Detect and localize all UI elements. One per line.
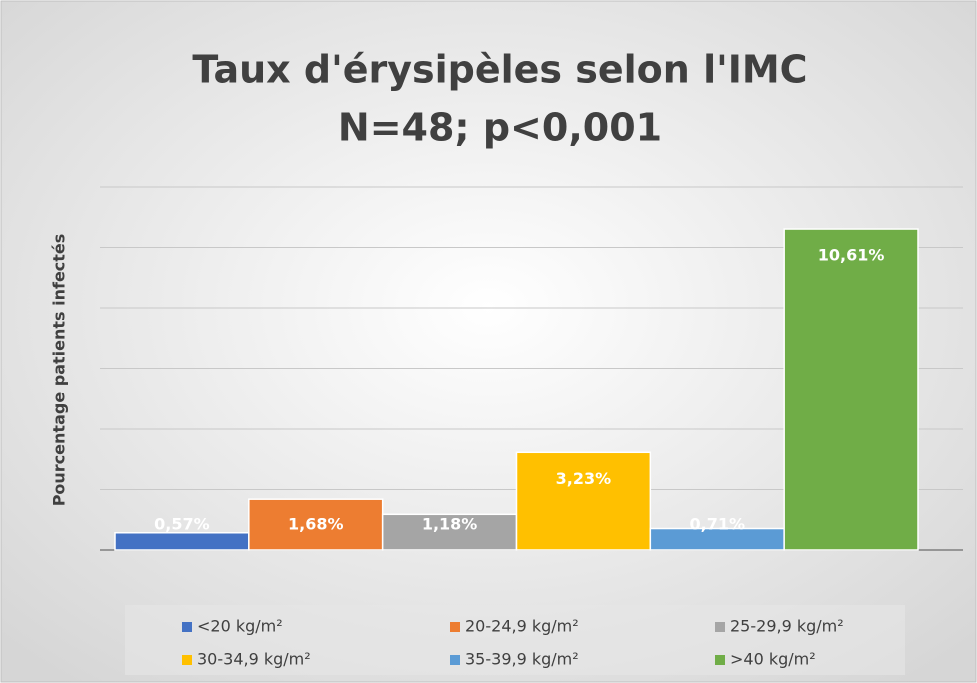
bar: [381, 513, 518, 551]
data-label: 0,57%: [154, 515, 210, 534]
legend-swatch: [450, 655, 460, 665]
data-label: 3,23%: [556, 469, 612, 488]
legend-label: 25-29,9 kg/m²: [730, 617, 844, 636]
legend-swatch: [182, 655, 192, 665]
legend-swatch: [715, 655, 725, 665]
bar: [114, 532, 250, 551]
legend-label: 35-39,9 kg/m²: [465, 650, 579, 669]
legend-label: >40 kg/m²: [730, 650, 816, 669]
legend-box: [125, 605, 905, 675]
data-label: 0,71%: [689, 515, 745, 534]
legend-label: <20 kg/m²: [197, 617, 283, 636]
data-label: 1,18%: [422, 515, 478, 534]
chart-subtitle: N=48; p<0,001: [338, 106, 662, 150]
legend-swatch: [715, 622, 725, 632]
legend-swatch: [450, 622, 460, 632]
legend-swatch: [182, 622, 192, 632]
data-label: 1,68%: [288, 515, 344, 534]
bar: [515, 451, 652, 551]
legend-label: 30-34,9 kg/m²: [197, 650, 311, 669]
chart-title: Taux d'érysipèles selon l'IMC: [192, 48, 807, 92]
legend-label: 20-24,9 kg/m²: [465, 617, 579, 636]
data-label: 10,61%: [818, 246, 885, 265]
bar: [248, 498, 384, 551]
bar: [783, 228, 919, 551]
y-axis-label: Pourcentage patients infectés: [50, 234, 69, 507]
